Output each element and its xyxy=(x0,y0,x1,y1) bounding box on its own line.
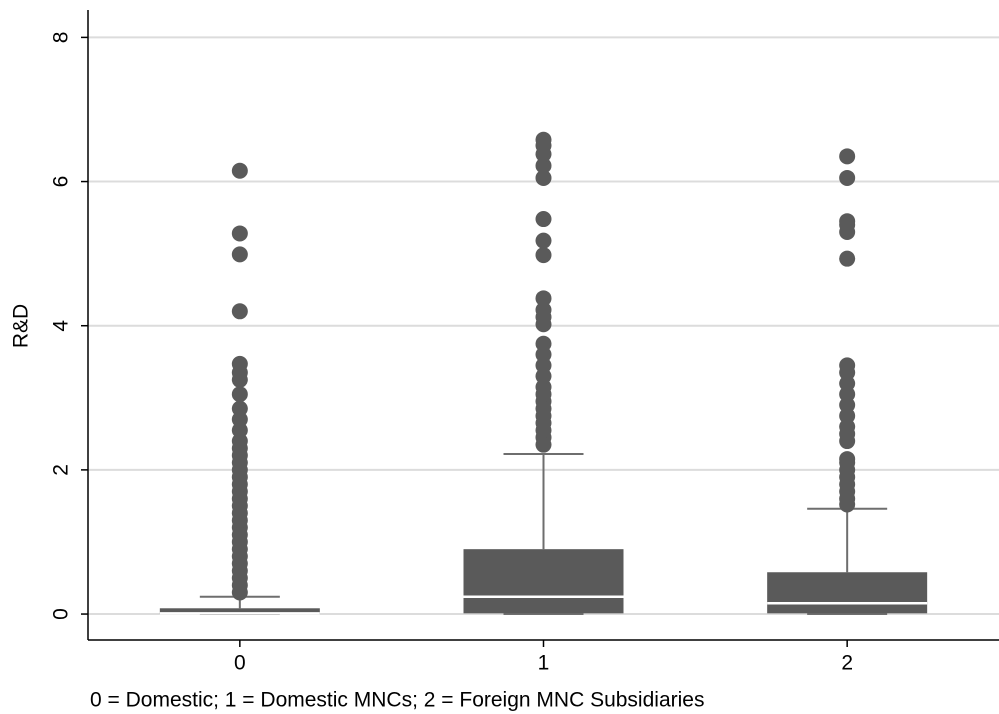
outlier xyxy=(535,169,552,186)
outlier xyxy=(231,162,248,179)
outlier xyxy=(231,303,248,320)
outlier xyxy=(839,213,856,230)
outlier xyxy=(535,301,552,318)
outlier xyxy=(839,451,856,468)
x-tick-label: 0 xyxy=(234,652,246,675)
box xyxy=(463,549,624,614)
y-tick-label: 6 xyxy=(50,176,73,188)
y-axis-label: R&D xyxy=(10,304,33,348)
outlier xyxy=(231,225,248,242)
outlier xyxy=(839,357,856,374)
outlier xyxy=(231,246,248,263)
outlier xyxy=(839,169,856,186)
y-tick-label: 0 xyxy=(50,608,73,620)
outlier xyxy=(231,386,248,403)
y-tick-label: 2 xyxy=(50,464,73,476)
outlier xyxy=(535,247,552,264)
box xyxy=(159,608,320,615)
outlier xyxy=(535,211,552,228)
y-tick-label: 4 xyxy=(50,320,73,332)
outlier xyxy=(535,232,552,249)
outlier xyxy=(231,355,248,372)
outlier xyxy=(231,400,248,417)
outlier xyxy=(535,157,552,174)
y-tick-label: 8 xyxy=(50,32,73,44)
outlier xyxy=(535,290,552,307)
outlier xyxy=(839,250,856,267)
x-tick-label: 1 xyxy=(538,652,550,675)
outlier xyxy=(535,131,552,148)
note: 0 = Domestic; 1 = Domestic MNCs; 2 = For… xyxy=(90,689,704,712)
x-tick-label: 2 xyxy=(841,652,853,675)
outlier xyxy=(839,148,856,165)
outlier xyxy=(535,335,552,352)
box xyxy=(767,572,928,614)
